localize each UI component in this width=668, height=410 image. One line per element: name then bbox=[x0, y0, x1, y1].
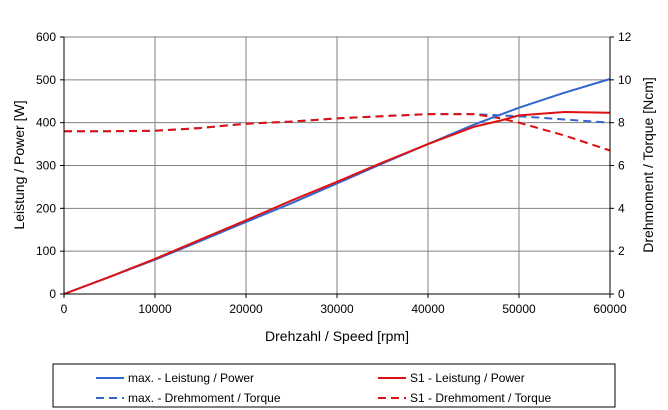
y-left-tick-label-4: 400 bbox=[36, 116, 56, 130]
y-left-tick-label-3: 300 bbox=[36, 159, 56, 173]
y-right-tick-label-4: 8 bbox=[618, 116, 625, 130]
x-tick-label-1: 10000 bbox=[138, 302, 172, 316]
series-line-2 bbox=[63, 111, 611, 295]
x-axis-title: Drehzahl / Speed [rpm] bbox=[265, 328, 409, 344]
legend-label-2: S1 - Leistung / Power bbox=[410, 371, 525, 385]
legend-box bbox=[52, 363, 616, 408]
y-right-tick-label-3: 6 bbox=[618, 159, 625, 173]
y-right-tick-label-1: 2 bbox=[618, 244, 625, 258]
y-axis-left-title: Leistung / Power [W] bbox=[11, 100, 27, 229]
x-tick-label-0: 0 bbox=[61, 302, 68, 316]
y-axis-right-title: Drehmoment / Torque [Ncm] bbox=[640, 77, 656, 253]
y-right-tick-label-2: 4 bbox=[618, 201, 625, 215]
y-left-tick-label-2: 200 bbox=[36, 201, 56, 215]
y-left-tick-label-1: 100 bbox=[36, 244, 56, 258]
x-tick-label-6: 60000 bbox=[593, 302, 627, 316]
x-tick-label-2: 20000 bbox=[229, 302, 263, 316]
series-line-3 bbox=[64, 113, 611, 152]
legend: max. - Leistung / Power max. - Drehmoment… bbox=[52, 363, 616, 408]
y-right-tick-label-6: 12 bbox=[618, 30, 632, 44]
legend-label-3: S1 - Drehmoment / Torque bbox=[410, 391, 552, 405]
x-tick-label-5: 50000 bbox=[502, 302, 536, 316]
y-left-tick-label-5: 500 bbox=[36, 73, 56, 87]
y-left-tick-label-0: 0 bbox=[49, 287, 56, 301]
axes: 0 10000 20000 30000 40000 50000 60000010020030… bbox=[36, 30, 632, 316]
y-left-tick-label-6: 600 bbox=[36, 30, 56, 44]
x-tick-label-4: 40000 bbox=[411, 302, 445, 316]
series-layer bbox=[63, 78, 611, 295]
legend-label-1: max. - Drehmoment / Torque bbox=[128, 391, 281, 405]
y-right-tick-label-5: 10 bbox=[618, 73, 632, 87]
grid bbox=[64, 37, 610, 294]
legend-label-0: max. - Leistung / Power bbox=[128, 371, 254, 385]
y-right-tick-label-0: 0 bbox=[618, 287, 625, 301]
x-tick-label-3: 30000 bbox=[320, 302, 354, 316]
